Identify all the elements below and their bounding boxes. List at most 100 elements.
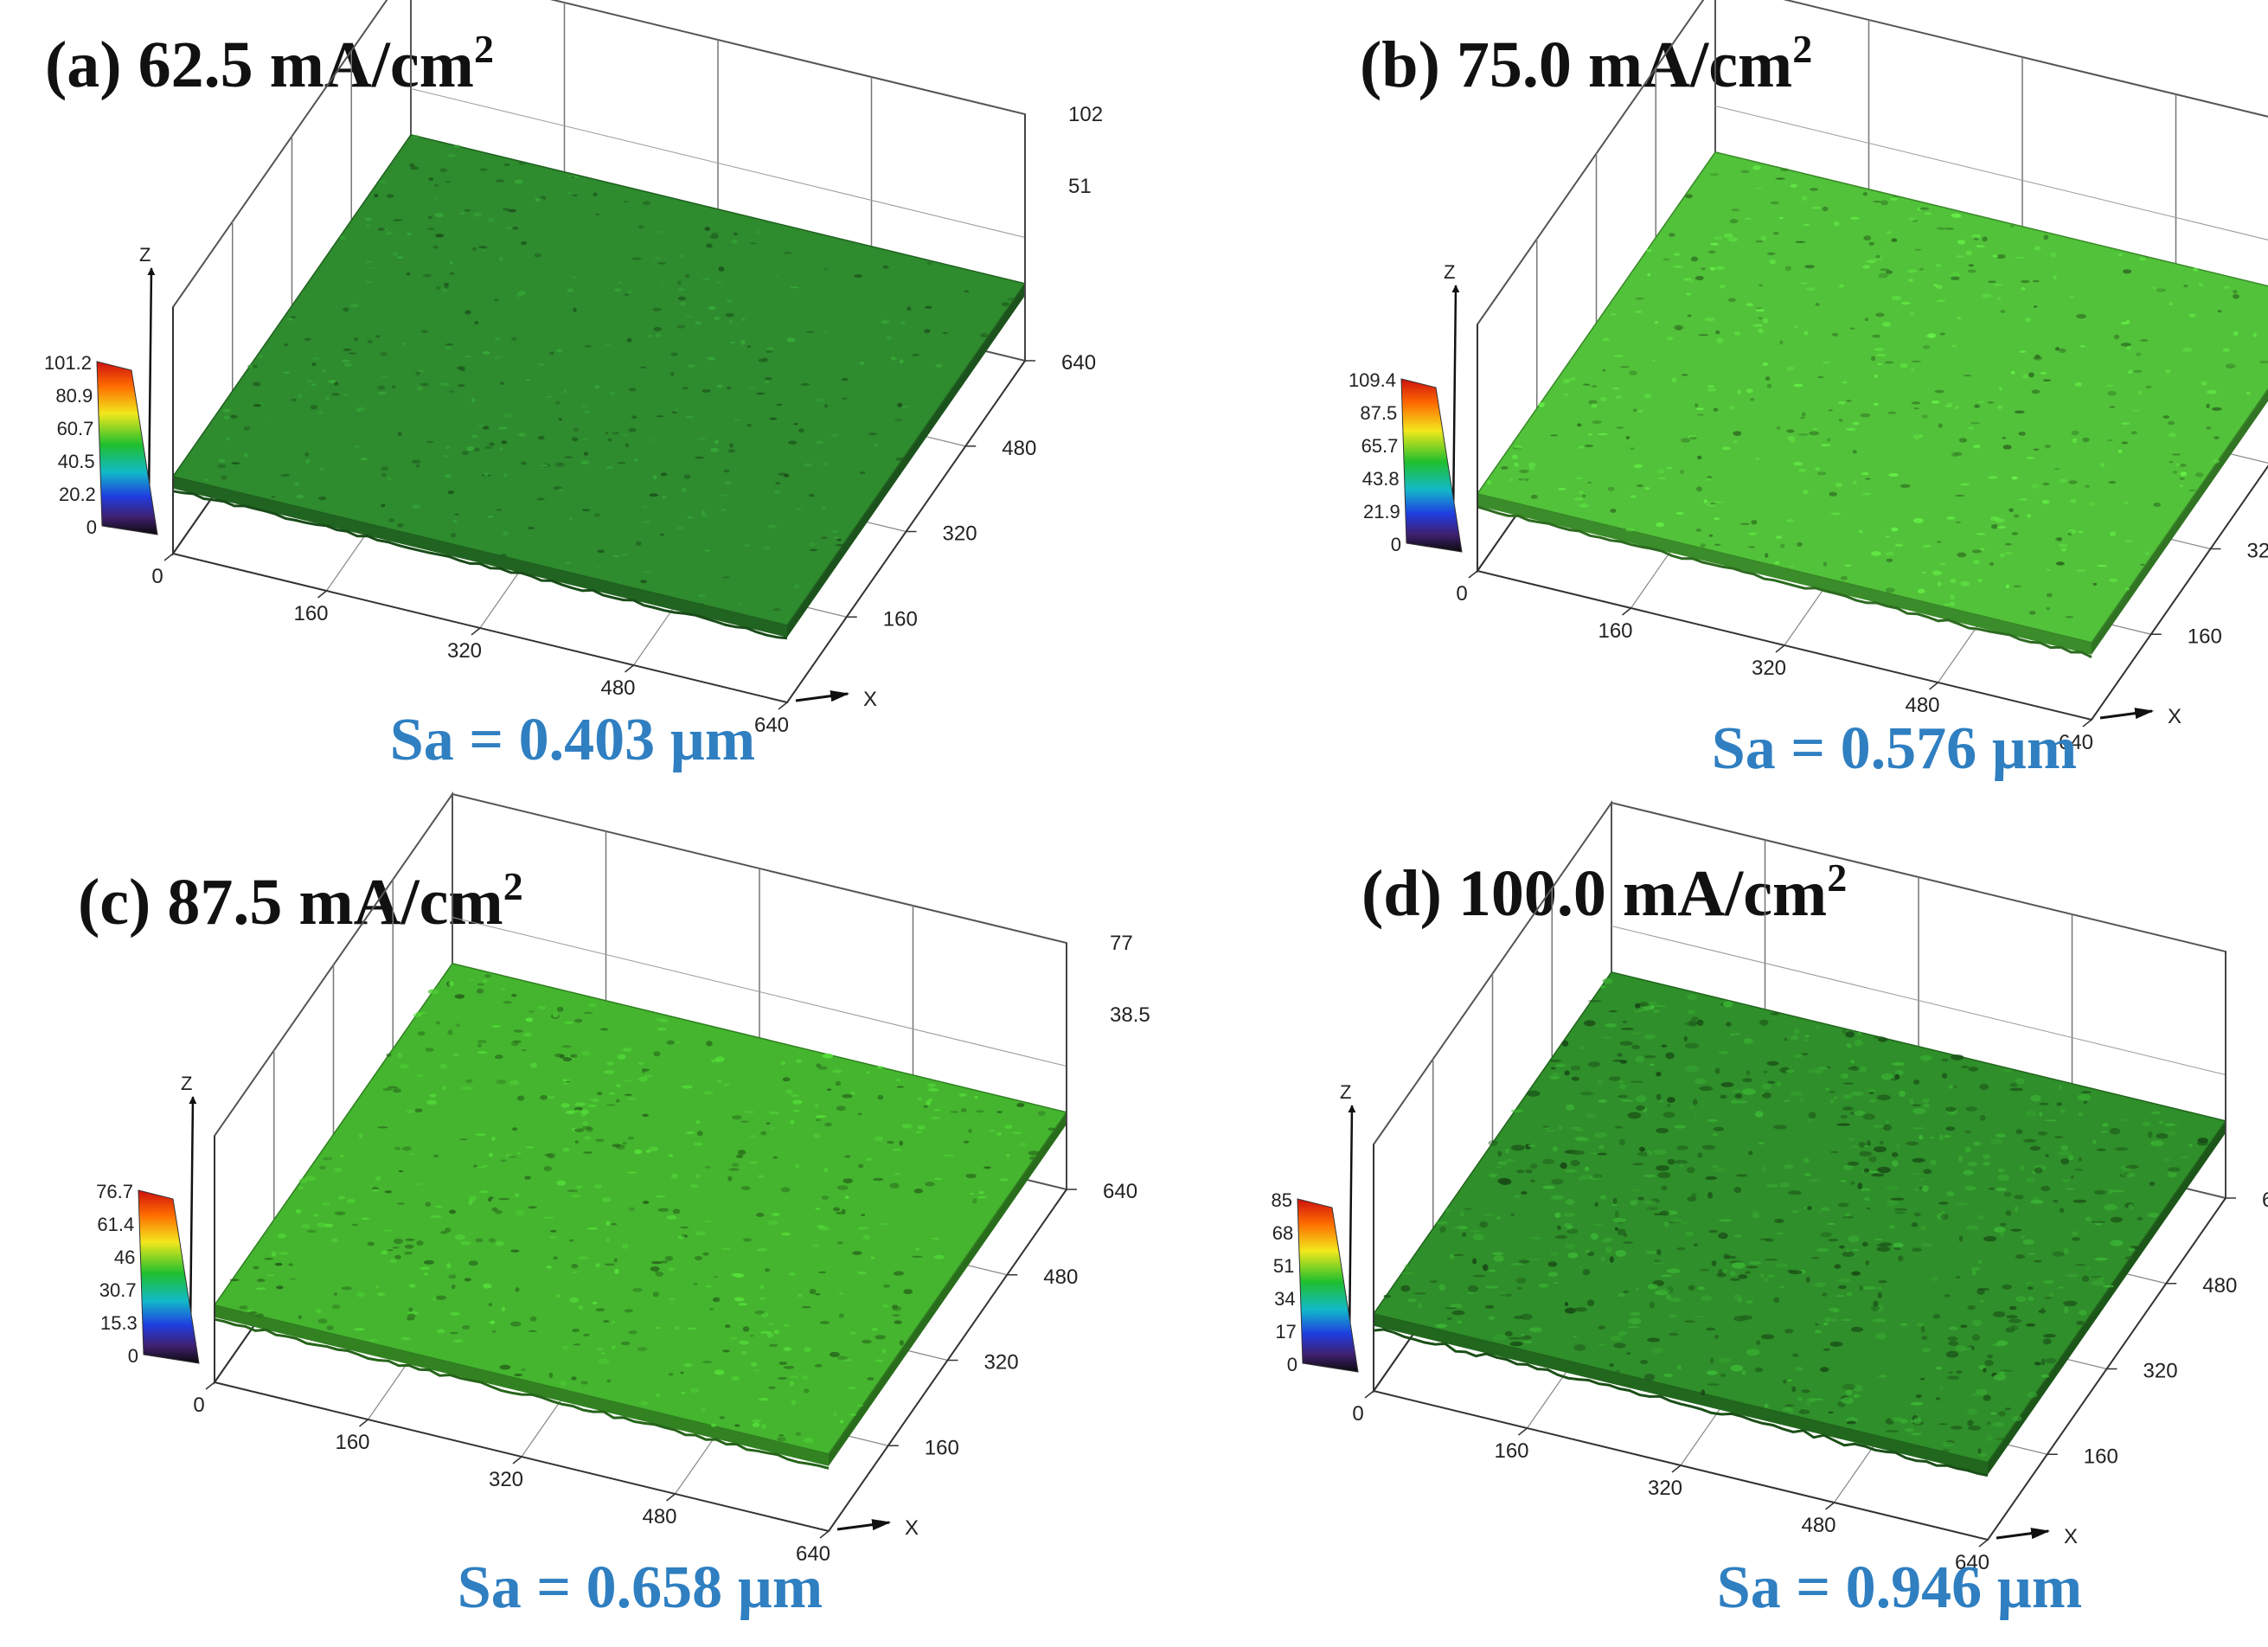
surface-side-edge (787, 283, 1025, 638)
colorbar-tick-label: 85 (1272, 1189, 1292, 1211)
x-tick-mark (471, 627, 481, 636)
x-tick-mark (778, 702, 788, 710)
colorbar-tick-label: 46 (114, 1246, 135, 1268)
panel-title-text: (d) 100.0 mA/cm (1361, 857, 1827, 930)
surface-side-edge (829, 1112, 1067, 1466)
z-axis-arrow (1348, 1105, 1356, 1340)
z-axis-arrow (147, 267, 156, 503)
x-tick-mark (819, 1530, 830, 1539)
z-tick-label-mid: 51 (1068, 175, 1092, 198)
x-tick-label: 160 (1598, 619, 1632, 643)
surface-front-ragged-edge (1477, 505, 2092, 658)
y-tick-label: 320 (2247, 540, 2268, 563)
x-axis-letter: X (2168, 705, 2182, 728)
surface-front-edge (173, 476, 787, 638)
x-tick-mark (1518, 1427, 1528, 1436)
colorbar-tick-label: 21.9 (1363, 501, 1400, 522)
surface-front-edge (1374, 1313, 1988, 1475)
z-tick-label-mid: 38.5 (1110, 1003, 1150, 1027)
y-tick-label: 640 (1103, 1180, 1137, 1203)
y-tick-label: 640 (1061, 351, 1096, 375)
panel-title: (d) 100.0 mA/cm2 (1361, 856, 1847, 930)
panel-title-text: (b) 75.0 mA/cm (1360, 29, 1792, 101)
x-tick-label: 480 (1801, 1514, 1836, 1537)
x-tick-mark (1978, 1539, 1989, 1548)
y-tick-label: 160 (2188, 625, 2222, 648)
x-tick-label: 320 (489, 1468, 523, 1491)
surface-front-ragged-edge (1373, 1328, 1989, 1477)
x-tick-label: 160 (293, 602, 328, 625)
x-tick-label: 480 (600, 676, 635, 700)
y-tick-label: 480 (1002, 437, 1036, 460)
x-tick-mark (205, 1381, 215, 1390)
x-axis-letter: X (905, 1516, 919, 1540)
x-axis-letter: X (2064, 1525, 2078, 1548)
x-tick-mark (666, 1493, 676, 1502)
panel-title: (a) 62.5 mA/cm2 (45, 27, 494, 101)
x-tick-label: 160 (335, 1431, 369, 1454)
panel-title-superscript: 2 (503, 864, 523, 908)
x-tick-mark (1622, 607, 1631, 616)
surface-texture (203, 134, 1016, 612)
x-tick-label: 0 (193, 1394, 204, 1417)
colorbar (138, 1189, 200, 1364)
y-tick-label: 640 (2262, 1189, 2268, 1212)
surface-texture (1383, 977, 2208, 1457)
colorbar-tick-label: 61.4 (97, 1214, 134, 1235)
y-tick-label: 160 (883, 607, 918, 631)
colorbar-tick-label: 0 (1391, 534, 1401, 555)
y-tick-label: 480 (1043, 1266, 1078, 1289)
z-axis-letter: Z (1444, 261, 1455, 283)
x-tick-label: 0 (1456, 582, 1467, 606)
x-tick-mark (2082, 719, 2092, 727)
x-tick-mark (317, 590, 327, 599)
panel-title-text: (c) 87.5 mA/cm (78, 866, 503, 939)
colorbar-tick-label: 15.3 (100, 1312, 138, 1334)
x-tick-label: 0 (151, 565, 163, 588)
panel-b: (b) 75.0 mA/cm2Z0160320480640X1603204806… (1349, 0, 2268, 782)
panel-title: (c) 87.5 mA/cm2 (78, 864, 523, 939)
z-axis-arrow (1451, 285, 1460, 520)
colorbar-tick-label: 40.5 (58, 451, 95, 472)
surface-front-ragged-edge (172, 490, 788, 640)
colorbar-tick-label: 68 (1272, 1222, 1293, 1244)
panel-title-text: (a) 62.5 mA/cm (45, 29, 474, 101)
x-tick-mark (1468, 570, 1478, 579)
x-axis-arrow (1996, 1528, 2051, 1540)
colorbar-tick-label: 34 (1274, 1288, 1295, 1310)
colorbar-tick-label: 0 (86, 516, 97, 538)
back-wall-mid-line (452, 917, 1067, 1067)
colorbar (96, 361, 158, 535)
z-axis-letter: Z (1340, 1081, 1351, 1103)
roughness-sa-label: Sa = 0.946 µm (1717, 1554, 2082, 1621)
z-tick-label-top: 77 (1110, 932, 1133, 955)
colorbar-tick-label: 76.7 (96, 1181, 133, 1202)
x-axis-letter: X (863, 688, 877, 711)
x-tick-label: 640 (754, 714, 789, 737)
roughness-sa-label: Sa = 0.658 µm (458, 1554, 823, 1621)
colorbar-tick-label: 80.9 (55, 385, 93, 407)
y-tick-label: 480 (2202, 1274, 2237, 1298)
panel-d: (d) 100.0 mA/cm2 Z 0 160 320 480 640 X 160 320 480… (1272, 799, 2268, 1621)
x-tick-label: 320 (447, 639, 482, 663)
y-tick-label: 320 (943, 522, 977, 546)
z-tick-label-top: 102 (1068, 103, 1103, 126)
colorbar (1297, 1198, 1359, 1373)
colorbar-tick-label: 109.4 (1349, 369, 1396, 391)
x-tick-label: 640 (2059, 731, 2093, 754)
panel-title-superscript: 2 (1792, 27, 1812, 71)
x-tick-mark (625, 664, 634, 673)
colorbar-tick-label: 17 (1275, 1321, 1296, 1343)
colorbar-tick-label: 101.2 (44, 352, 92, 374)
x-tick-mark (163, 553, 174, 561)
colorbar-tick-label: 0 (128, 1345, 138, 1367)
x-tick-mark (1671, 1464, 1682, 1473)
back-wall-mid-line (410, 88, 1026, 238)
x-tick-label: 320 (1752, 657, 1786, 680)
colorbar-tick-label: 51 (1273, 1255, 1294, 1277)
panel-title-superscript: 2 (474, 27, 494, 71)
back-wall-mid-line (1714, 106, 2268, 240)
x-tick-mark (1775, 644, 1785, 653)
colorbar-tick-label: 20.2 (59, 484, 96, 505)
x-tick-label: 480 (642, 1505, 676, 1528)
